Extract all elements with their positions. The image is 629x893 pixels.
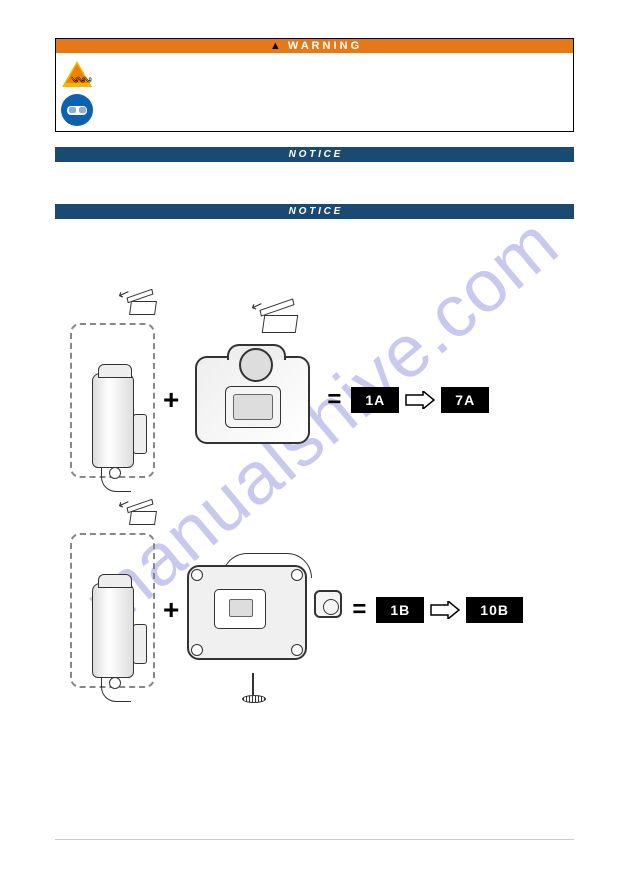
parts-box-icon: ↙: [130, 295, 158, 315]
warning-text-1: Personal injury hazard. Never remove cov…: [110, 59, 565, 85]
notice-2-text: Stop the sample flow to the instrument b…: [55, 219, 574, 251]
warning-text-2: Personal injury hazard. Glass components…: [110, 93, 565, 106]
notice-2-label: N O T I C E: [55, 204, 574, 219]
footer-page: 13: [563, 844, 574, 855]
diagram-row-a: ↙ + ↙ = 1A 7A: [70, 323, 489, 478]
tag-7a: 7A: [441, 387, 489, 413]
diagram-area: ↙ + ↙ = 1A 7A ↙ +: [55, 318, 574, 738]
parts-box-icon: ↙: [130, 505, 158, 525]
filter-unit-b: ↙: [70, 533, 155, 688]
equals-icon: =: [327, 386, 341, 414]
warning-label: W A R N I N G: [288, 40, 359, 52]
notice-1-label: N O T I C E: [55, 147, 574, 162]
plus-icon: +: [163, 384, 179, 416]
notice-1: N O T I C E Do not disassemble the instr…: [55, 147, 574, 196]
warning-box: ▲ W A R N I N G ༄༄༄ Personal injury haza…: [55, 38, 574, 132]
notice-2: N O T I C E Stop the sample flow to the …: [55, 204, 574, 251]
warning-header: ▲ W A R N I N G: [56, 39, 573, 53]
warning-triangle-icon: ▲: [270, 40, 281, 52]
arrow-right-icon: [430, 601, 460, 619]
hot-surface-icon: ༄༄༄: [61, 58, 93, 90]
install-text: To install the Ultra Filtration system, …: [55, 261, 574, 292]
turbidimeter-device-b: [187, 545, 342, 675]
footer-lang: English: [55, 844, 88, 855]
arrow-right-icon: [405, 391, 435, 409]
equals-icon: =: [352, 596, 366, 624]
plus-icon: +: [163, 594, 179, 626]
tag-10b: 10B: [466, 597, 523, 623]
turbidimeter-device-a: ↙: [187, 345, 317, 455]
parts-box-icon: ↙: [263, 307, 299, 333]
tag-1a: 1A: [351, 387, 399, 413]
filter-unit-a: ↙: [70, 323, 155, 478]
tag-1b: 1B: [376, 597, 424, 623]
page-footer: English 13: [55, 839, 574, 855]
notice-1-text: Do not disassemble the instrument for ma…: [55, 162, 574, 196]
diagram-row-b: ↙ + = 1B 10B: [70, 533, 523, 688]
safety-goggles-icon: [61, 94, 93, 126]
